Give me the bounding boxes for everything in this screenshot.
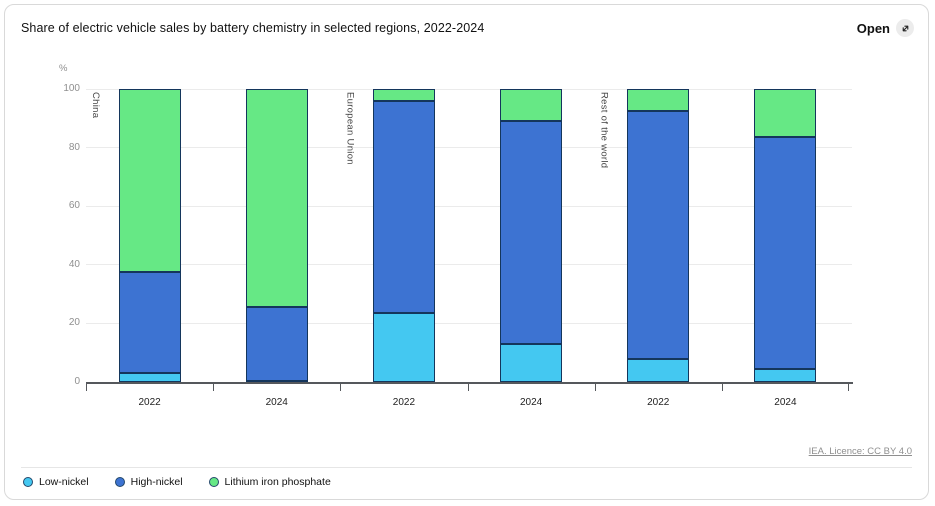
gridline-60 <box>86 205 852 207</box>
stacked-bar-6 <box>754 89 817 382</box>
x-axis-label: 2022 <box>138 397 161 408</box>
legend-label: Lithium iron phosphate <box>224 476 331 488</box>
segment-lithium-iron-phosphate <box>754 89 817 138</box>
y-axis-unit: % <box>59 63 68 74</box>
open-button-label: Open <box>856 20 890 36</box>
gridline-20 <box>86 322 852 324</box>
segment-high-nickel <box>372 100 435 314</box>
region-label-european-union: European Union <box>344 92 356 165</box>
segment-lithium-iron-phosphate <box>372 89 435 101</box>
segment-high-nickel <box>245 307 308 381</box>
segment-low-nickel <box>118 373 181 382</box>
chart-card: Share of electric vehicle sales by batte… <box>4 4 929 500</box>
x-axis-label: 2024 <box>265 397 288 408</box>
x-axis-tick <box>848 384 849 391</box>
x-axis-tick <box>721 384 723 391</box>
x-axis-tick <box>467 384 469 391</box>
x-axis-label: 2022 <box>647 397 670 408</box>
segment-high-nickel <box>754 137 817 369</box>
chart-title: Share of electric vehicle sales by batte… <box>21 21 485 35</box>
y-axis-label: 0 <box>74 376 80 387</box>
y-axis-label: 60 <box>68 200 80 212</box>
segment-low-nickel <box>372 313 435 382</box>
region-label-china: China <box>90 92 101 119</box>
segment-lithium-iron-phosphate <box>627 89 690 111</box>
stacked-bar-3 <box>372 89 435 382</box>
plot-area: 2022 2024 2022 2024 2022 2024 China European Un… <box>86 88 852 408</box>
legend-divider <box>21 467 912 468</box>
legend-item-lithium-iron-phosphate[interactable]: Lithium iron phosphate <box>208 476 331 488</box>
open-button[interactable]: Open <box>853 17 918 39</box>
x-axis-tick <box>340 384 342 391</box>
stacked-bar-2 <box>245 89 308 382</box>
legend-dot-lithium-iron-phosphate <box>208 477 219 487</box>
legend-item-high-nickel[interactable]: High-nickel <box>114 476 183 488</box>
stacked-bar-1 <box>118 89 181 382</box>
y-axis-label: 40 <box>68 258 80 270</box>
chart-canvas: % 2022 2024 2022 2024 2022 2024 China European … <box>5 45 928 445</box>
x-axis-tick <box>86 384 87 391</box>
y-axis-label: 100 <box>63 83 80 94</box>
segment-low-nickel <box>754 368 817 382</box>
legend-item-low-nickel[interactable]: Low-nickel <box>23 476 89 488</box>
segment-high-nickel <box>118 272 181 374</box>
expand-icon <box>896 19 914 37</box>
region-label-rest-of-the-world: Rest of the world <box>598 92 610 169</box>
segment-low-nickel <box>627 358 690 382</box>
x-axis-line <box>86 382 853 384</box>
legend-label: High-nickel <box>130 476 183 488</box>
segment-high-nickel <box>627 110 690 359</box>
y-axis-label: 20 <box>68 317 80 329</box>
segment-lithium-iron-phosphate <box>245 89 308 308</box>
attribution-link[interactable]: IEA. Licence: CC BY 4.0 <box>808 446 912 457</box>
x-axis-label: 2024 <box>774 397 797 408</box>
x-axis-tick <box>594 384 596 391</box>
legend-dot-low-nickel <box>23 477 33 487</box>
segment-lithium-iron-phosphate <box>118 89 181 273</box>
legend-label: Low-nickel <box>39 476 89 488</box>
segment-lithium-iron-phosphate <box>500 89 563 122</box>
stacked-bar-5 <box>627 89 690 382</box>
segment-high-nickel <box>500 121 563 344</box>
chart-header: Share of electric vehicle sales by batte… <box>21 15 918 41</box>
y-axis-label: 80 <box>68 141 80 153</box>
gridline-100 <box>86 88 852 90</box>
segment-low-nickel <box>500 343 563 382</box>
gridline-80 <box>86 147 852 149</box>
stacked-bar-4 <box>500 89 563 382</box>
gridline-40 <box>86 264 852 266</box>
x-axis-label: 2024 <box>519 397 543 408</box>
x-axis-tick <box>213 384 215 391</box>
legend-dot-high-nickel <box>114 477 125 487</box>
legend: Low-nickel High-nickel Lithium iron phosph… <box>23 476 331 488</box>
x-axis-label: 2022 <box>392 397 416 408</box>
